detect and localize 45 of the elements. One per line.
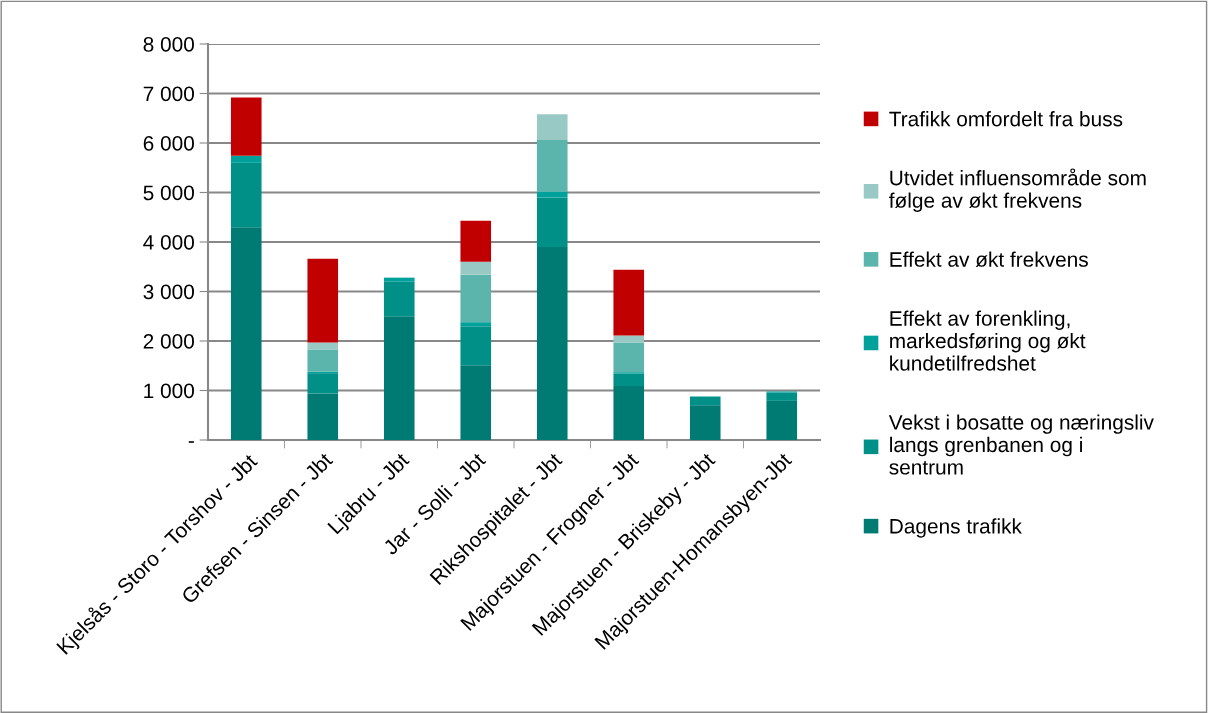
y-tick-label: 4 000 bbox=[143, 235, 194, 250]
y-tick-label: 7 000 bbox=[143, 86, 194, 102]
legend-label: Vekst i bosatte og næringsliv langs grenbanen og i sentrum bbox=[888, 414, 1154, 475]
bar bbox=[536, 246, 568, 440]
bar bbox=[536, 140, 568, 192]
bar bbox=[613, 373, 645, 387]
y-tick-label: 2 000 bbox=[143, 334, 194, 349]
bar bbox=[383, 316, 415, 440]
bar bbox=[230, 162, 262, 228]
y-tick-label: 3 000 bbox=[143, 284, 194, 300]
bar bbox=[460, 322, 492, 327]
legend-label: Dagens trafikk bbox=[890, 518, 1022, 538]
bar bbox=[689, 396, 721, 406]
legend-label: Effekt av økt frekvens bbox=[890, 251, 1088, 268]
legend-label: Utvidet influensområde som følge av økt frekvens bbox=[889, 168, 1146, 212]
bar bbox=[460, 365, 492, 440]
bar bbox=[230, 227, 262, 440]
bar bbox=[460, 274, 492, 323]
bar bbox=[613, 269, 645, 336]
bar bbox=[536, 197, 568, 247]
bar bbox=[307, 349, 339, 372]
bar bbox=[460, 261, 492, 275]
y-tick-label: - bbox=[188, 441, 194, 443]
bar bbox=[307, 393, 339, 440]
bar bbox=[307, 342, 339, 350]
bar bbox=[766, 400, 798, 440]
bar bbox=[230, 155, 262, 163]
bar bbox=[230, 97, 262, 156]
bar bbox=[689, 405, 721, 440]
bar bbox=[460, 326, 492, 366]
bar bbox=[613, 386, 645, 440]
bar bbox=[460, 220, 492, 262]
y-tick-label: 5 000 bbox=[143, 185, 194, 201]
bar bbox=[383, 281, 415, 317]
bar bbox=[766, 392, 798, 401]
bar bbox=[307, 258, 339, 343]
y-tick-label: 8 000 bbox=[143, 37, 194, 52]
bar bbox=[383, 277, 415, 282]
bar bbox=[307, 373, 339, 394]
y-tick-label: 1 000 bbox=[144, 383, 194, 399]
bar bbox=[613, 342, 645, 373]
legend-label: Trafikk omfordelt fra buss bbox=[889, 111, 1123, 127]
y-tick-label: 6 000 bbox=[143, 136, 194, 151]
bar bbox=[536, 114, 568, 141]
legend-label: Effekt av forenkling, markedsføring og økt kundetilfredshet bbox=[890, 310, 1086, 371]
